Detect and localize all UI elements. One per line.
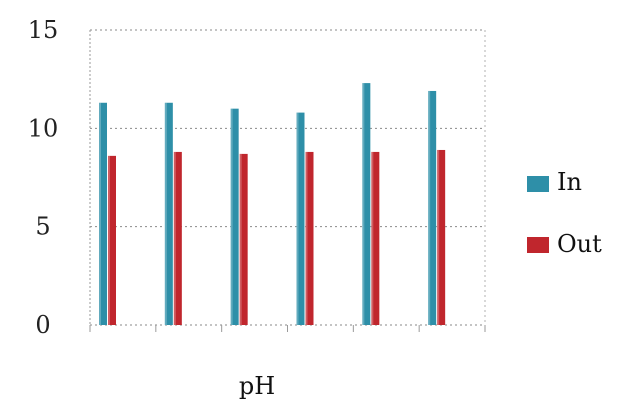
bar-in-highlight <box>296 112 299 325</box>
bar-out <box>305 151 314 325</box>
bar-out-highlight <box>437 149 440 325</box>
bar-in <box>296 112 305 325</box>
bar-layer <box>99 83 446 326</box>
bar-in <box>99 102 107 326</box>
bar-in-highlight <box>99 102 101 326</box>
bar-in-highlight <box>164 102 167 326</box>
tick-label-layer: 0 5 10 15 <box>28 16 59 339</box>
bar-out <box>239 153 248 325</box>
bar-out <box>371 151 380 325</box>
bar-in-highlight <box>230 108 233 326</box>
y-tick-label: 0 <box>35 311 50 339</box>
bar-out-highlight <box>305 151 308 325</box>
bar-in-highlight <box>362 83 365 325</box>
bar-in <box>428 90 437 325</box>
bar-in <box>362 83 371 325</box>
bar-in <box>164 102 173 326</box>
bar-out <box>437 149 446 325</box>
y-tick-label: 10 <box>28 114 59 142</box>
bar-out-highlight <box>371 151 374 325</box>
y-tick-label: 15 <box>28 16 59 44</box>
legend-label-in: In <box>557 168 582 196</box>
bar-out <box>173 151 182 325</box>
bar-out-highlight <box>108 155 110 325</box>
bar-out-highlight <box>239 153 242 325</box>
y-tick-label: 5 <box>35 213 50 241</box>
legend-swatch-out <box>527 237 549 253</box>
bar-in <box>230 108 239 326</box>
bar-in-highlight <box>428 90 431 325</box>
bar-out <box>108 155 116 325</box>
legend-swatch-in <box>527 176 549 192</box>
legend: In Out <box>527 168 602 258</box>
bar-out-highlight <box>173 151 176 325</box>
legend-label-out: Out <box>557 230 602 258</box>
x-axis-title: pH <box>239 372 275 400</box>
axis-layer <box>89 30 486 332</box>
grid-layer <box>90 29 485 326</box>
